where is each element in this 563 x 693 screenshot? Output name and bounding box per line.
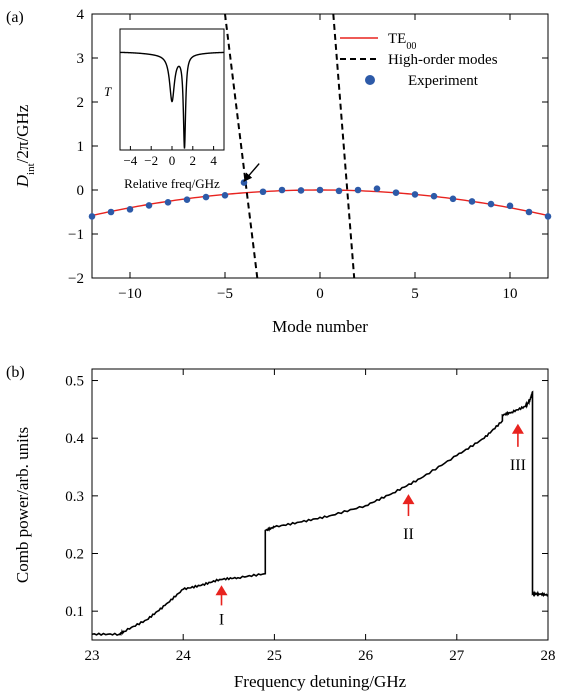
y-tick-label: 0.1 — [65, 604, 84, 620]
inset-x-tick-label: −4 — [123, 153, 137, 168]
panel-b-y-axis-label: Comb power/arb. units — [13, 427, 32, 583]
experiment-point — [259, 188, 267, 196]
legend-experiment-label: Experiment — [408, 73, 479, 89]
y-tick-label: 0.2 — [65, 547, 84, 563]
experiment-point — [297, 187, 305, 194]
y-tick-label: −1 — [68, 227, 84, 243]
inset-pointer-arrow — [243, 163, 260, 182]
experiment-point — [221, 191, 229, 199]
experiment-point — [88, 213, 96, 220]
high-order-mode-line — [224, 13, 259, 279]
panel-a-x-axis-label: Mode number — [272, 317, 368, 336]
panel-a-inset: −4 −2 0 2 4 T Relative freq/GHz — [104, 28, 225, 191]
experiment-point — [164, 199, 172, 206]
experiment-point — [373, 185, 381, 192]
panel-b-frame — [91, 368, 549, 641]
x-tick-label: 0 — [316, 286, 324, 302]
state-arrow-head — [511, 423, 524, 434]
y-tick-label: 0.5 — [65, 374, 84, 390]
inset-ticks: −4 −2 0 2 4 — [123, 146, 217, 168]
experiment-point — [506, 202, 514, 210]
panel-b-x-axis-label: Frequency detuning/GHz — [234, 672, 407, 691]
inset-x-tick-label: 2 — [190, 153, 197, 168]
experiment-point — [544, 213, 552, 220]
experiment-point — [525, 208, 533, 216]
experiment-point — [145, 202, 153, 209]
inset-y-axis-label: T — [104, 84, 112, 99]
state-label: II — [403, 526, 414, 543]
panel-a-legend: TE00 High-order modes Experiment — [340, 31, 498, 89]
panel-a-y-axis-label: Dint/2π/GHz — [13, 104, 37, 188]
experiment-point — [126, 206, 134, 213]
experiment-point — [430, 192, 438, 200]
legend-high-order-label: High-order modes — [388, 52, 498, 68]
y-tick-label: 4 — [77, 7, 85, 23]
x-tick-label: 10 — [503, 286, 518, 302]
y-tick-label: 2 — [77, 95, 85, 111]
high-order-mode-line — [332, 13, 356, 279]
experiment-point — [107, 208, 115, 216]
experiment-point — [316, 186, 324, 194]
panel-a-y-label-main: D — [13, 174, 32, 188]
legend-te00-label: TE00 — [388, 31, 416, 52]
legend-experiment-swatch — [365, 75, 375, 85]
experiment-point — [335, 187, 343, 195]
y-tick-label: 0.4 — [65, 431, 84, 447]
experiment-point — [449, 195, 457, 203]
panel-b-ticks: 23 24 25 26 27 28 0.1 0.2 0.3 0.4 0.5 — [65, 369, 556, 664]
y-tick-label: −2 — [68, 271, 84, 287]
panel-a-y-label-sub: int — [25, 163, 37, 175]
x-tick-label: 24 — [176, 648, 192, 664]
experiment-point — [278, 186, 286, 194]
experiment-point — [487, 200, 495, 208]
y-tick-label: 0 — [77, 183, 85, 199]
panel-a-curves — [88, 13, 552, 279]
inset-x-tick-label: 4 — [210, 153, 217, 168]
x-tick-label: 28 — [541, 648, 556, 664]
x-tick-label: 5 — [411, 286, 419, 302]
x-tick-label: −5 — [217, 286, 233, 302]
state-label: III — [510, 457, 526, 474]
experiment-point — [468, 198, 476, 205]
x-tick-label: −10 — [118, 286, 141, 302]
experiment-point — [392, 189, 400, 196]
state-arrow-head — [402, 494, 415, 505]
state-label: I — [219, 611, 224, 628]
experiment-point — [354, 186, 362, 194]
y-tick-label: 1 — [77, 139, 85, 155]
inset-x-tick-label: −2 — [144, 153, 158, 168]
inset-x-axis-label: Relative freq/GHz — [124, 176, 220, 191]
panel-b-comb-power-curve — [91, 390, 549, 637]
x-tick-label: 27 — [449, 648, 465, 664]
inset-x-tick-label: 0 — [169, 153, 176, 168]
panel-a-y-label-rest: /2π/GHz — [13, 104, 32, 163]
te00-curve — [91, 189, 549, 217]
panel-b-label: (b) — [6, 364, 25, 381]
experiment-point — [411, 191, 419, 198]
y-tick-label: 0.3 — [65, 489, 84, 505]
x-tick-label: 25 — [267, 648, 282, 664]
experiment-point — [183, 196, 191, 203]
y-tick-label: 3 — [77, 51, 85, 67]
state-arrow-head — [215, 585, 228, 596]
x-tick-label: 26 — [358, 648, 374, 664]
panel-a-label: (a) — [6, 9, 24, 26]
inset-frame — [119, 28, 225, 151]
x-tick-label: 23 — [85, 648, 100, 664]
inset-transmission-curve — [120, 51, 225, 149]
experiment-point — [202, 193, 210, 201]
